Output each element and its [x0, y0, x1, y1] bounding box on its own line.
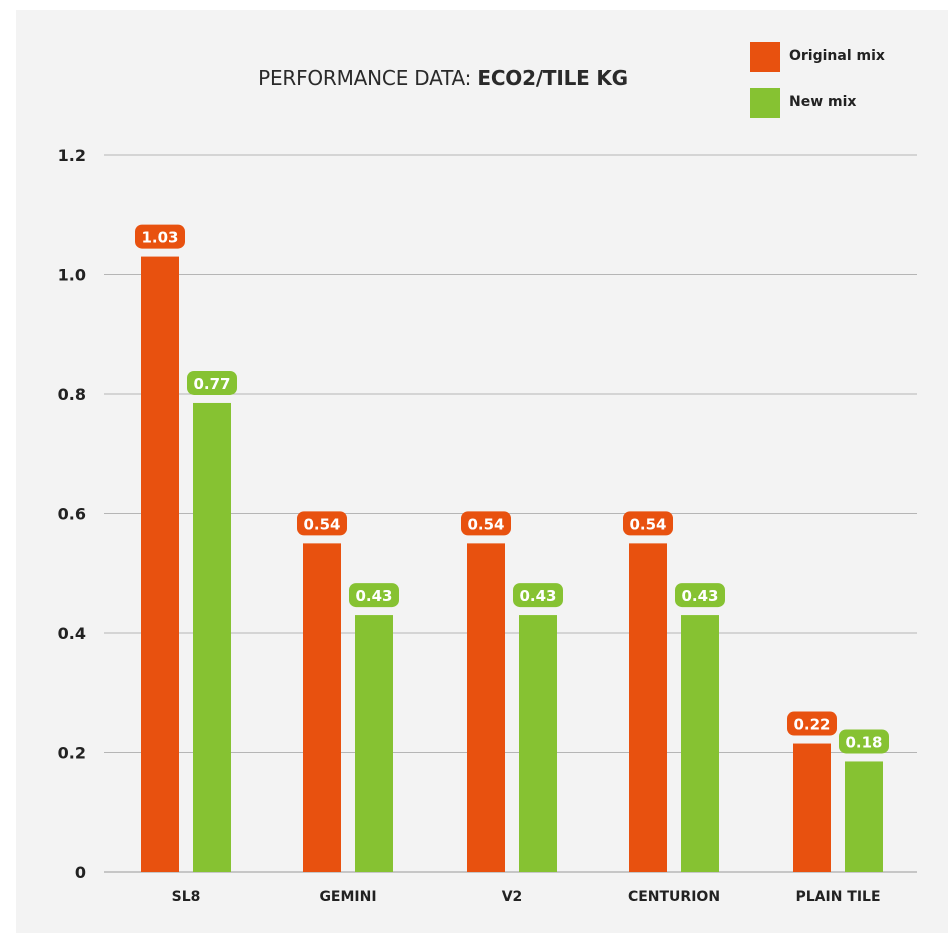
chart-title: PERFORMANCE DATA: ECO2/TILE KG: [0, 66, 886, 90]
data-label: 0.43: [681, 587, 718, 605]
data-label: 0.54: [303, 515, 340, 533]
data-label: 0.77: [193, 375, 230, 393]
bar-original: [303, 543, 341, 872]
value-badge: [513, 583, 563, 608]
data-label: 0.43: [355, 587, 392, 605]
x-tick-label: SL8: [172, 889, 201, 905]
bar-new: [681, 615, 719, 872]
y-tick-label: 1.2: [58, 146, 86, 165]
x-tick-label: GEMINI: [319, 889, 376, 905]
bar-new: [193, 402, 231, 872]
value-badge: [349, 583, 399, 608]
legend-swatch-original-mix: [750, 42, 780, 72]
legend-swatch-new-mix: [750, 88, 780, 118]
value-badge: [839, 729, 889, 754]
chart-title-prefix: PERFORMANCE DATA:: [258, 66, 478, 90]
data-label: 0.54: [629, 515, 666, 533]
y-tick-label: 0.2: [58, 744, 86, 763]
legend-label-new-mix: New mix: [789, 94, 857, 110]
value-badge: [297, 511, 347, 536]
bar-new: [355, 615, 393, 872]
y-tick-label: 0.4: [58, 624, 86, 643]
x-tick-label: V2: [502, 889, 523, 905]
bar-new: [845, 761, 883, 872]
y-tick-label: 0.6: [58, 505, 86, 524]
y-tick-label: 0.8: [58, 385, 86, 404]
bar-new: [519, 615, 557, 872]
data-label: 0.43: [519, 587, 556, 605]
value-badge: [187, 370, 237, 395]
data-label: 0.22: [793, 716, 830, 734]
chart-title-emphasis: ECO2/TILE KG: [477, 66, 628, 90]
data-label: 0.18: [845, 733, 882, 751]
legend-label-original-mix: Original mix: [789, 48, 885, 64]
value-badge: [675, 583, 725, 608]
bar-original: [141, 256, 179, 872]
bar-original: [793, 743, 831, 872]
data-label: 1.03: [141, 229, 178, 247]
x-tick-label: PLAIN TILE: [795, 889, 880, 905]
data-label: 0.54: [467, 515, 504, 533]
bar-original: [467, 543, 505, 872]
value-badge: [787, 711, 837, 736]
y-tick-label: 0: [75, 863, 86, 882]
value-badge: [135, 224, 185, 249]
value-badge: [461, 511, 511, 536]
bar-original: [629, 543, 667, 872]
y-tick-label: 1.0: [58, 266, 86, 285]
x-tick-label: CENTURION: [628, 889, 720, 905]
value-badge: [623, 511, 673, 536]
